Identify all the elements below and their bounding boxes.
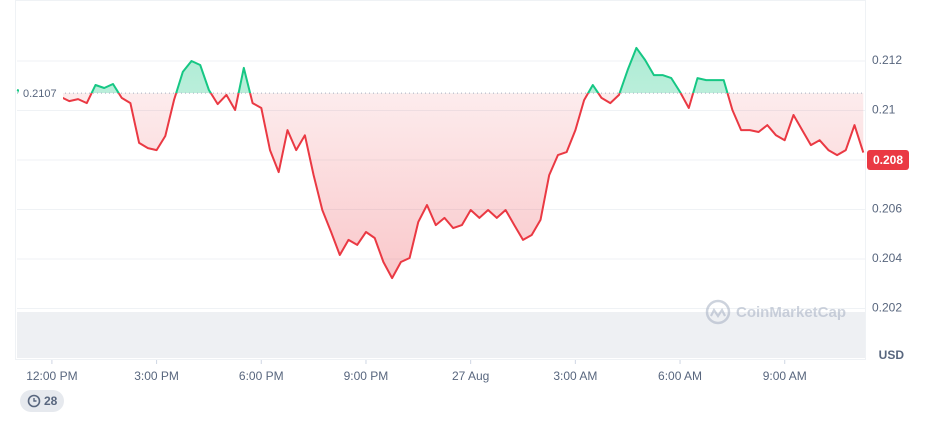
price-line-down	[23, 93, 865, 280]
y-tick-label: 0.206	[872, 202, 902, 216]
x-tick-label: 6:00 PM	[239, 369, 284, 383]
area-down	[26, 93, 864, 279]
y-tick-label: 0.204	[872, 251, 902, 265]
current-price-label: 0.208	[873, 153, 903, 167]
watermark-text: CoinMarketCap	[736, 304, 846, 321]
currency-label: USD	[879, 348, 905, 362]
interval-badge[interactable]: 28	[20, 390, 64, 412]
x-tick-label: 27 Aug	[452, 369, 489, 383]
volume-area	[17, 312, 865, 358]
price-line-up	[16, 46, 729, 94]
area-up	[17, 47, 864, 94]
watermark: CoinMarketCap	[705, 299, 846, 325]
baseline-label-bg	[19, 85, 63, 102]
x-tick-label: 3:00 PM	[134, 369, 179, 383]
current-price-badge	[867, 150, 909, 170]
x-tick-label: 9:00 PM	[344, 369, 389, 383]
x-tick-label: 6:00 AM	[658, 369, 702, 383]
x-tick-label: 3:00 AM	[553, 369, 597, 383]
y-tick-label: 0.212	[872, 53, 902, 67]
plot-frame	[15, 0, 866, 360]
y-tick-label: 0.202	[872, 301, 902, 315]
badge-text[interactable]: 28	[44, 394, 58, 408]
baseline-label: 0.2107	[23, 88, 57, 100]
y-tick-label: 0.21	[872, 103, 896, 117]
x-tick-label: 9:00 AM	[763, 369, 807, 383]
x-tick-label: 12:00 PM	[26, 369, 77, 383]
